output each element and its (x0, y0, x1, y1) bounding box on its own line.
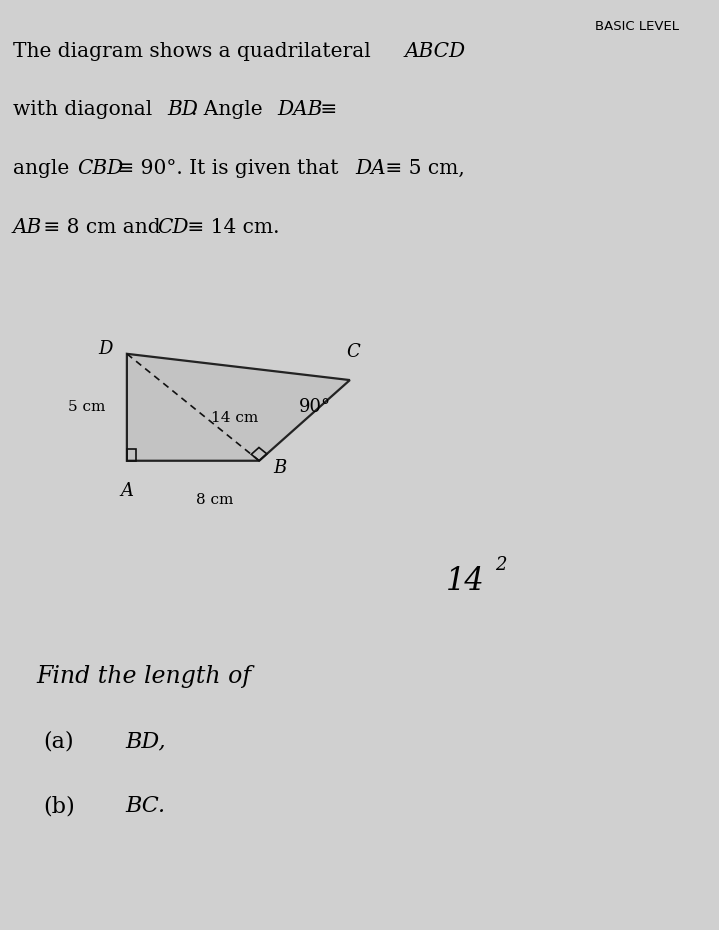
Text: DAB: DAB (278, 100, 323, 119)
Text: ≡ 8 cm and: ≡ 8 cm and (37, 218, 167, 236)
Text: 2: 2 (495, 555, 506, 574)
Text: . Angle: . Angle (191, 100, 269, 119)
Text: B: B (273, 458, 287, 477)
Text: (a): (a) (43, 730, 74, 752)
Text: BD,: BD, (126, 730, 167, 752)
Text: CD: CD (157, 218, 189, 236)
Text: A: A (120, 482, 134, 499)
Text: with diagonal: with diagonal (13, 100, 159, 119)
Text: ≡ 14 cm.: ≡ 14 cm. (181, 218, 280, 236)
Text: DA: DA (355, 159, 386, 178)
Text: ≡ 90°. It is given that: ≡ 90°. It is given that (111, 159, 344, 178)
Text: CBD: CBD (77, 159, 123, 178)
Text: (b): (b) (43, 795, 75, 817)
Text: The diagram shows a quadrilateral: The diagram shows a quadrilateral (13, 42, 377, 60)
Text: ABCD: ABCD (405, 42, 466, 60)
Text: Find the length of: Find the length of (36, 665, 251, 688)
Text: 14: 14 (446, 565, 485, 597)
Text: C: C (347, 343, 360, 362)
Text: ≡ 5 cm,: ≡ 5 cm, (379, 159, 464, 178)
Text: angle: angle (13, 159, 75, 178)
Text: D: D (98, 340, 112, 358)
Text: ≡: ≡ (314, 100, 337, 119)
Text: 8 cm: 8 cm (196, 493, 233, 507)
Polygon shape (127, 353, 350, 460)
Text: BC.: BC. (126, 795, 166, 817)
Text: BD: BD (168, 100, 198, 119)
Text: AB: AB (13, 218, 42, 236)
Text: BASIC LEVEL: BASIC LEVEL (595, 20, 679, 33)
Text: 90°: 90° (298, 398, 331, 416)
Text: 14 cm: 14 cm (211, 411, 258, 425)
Text: 5 cm: 5 cm (68, 400, 105, 414)
